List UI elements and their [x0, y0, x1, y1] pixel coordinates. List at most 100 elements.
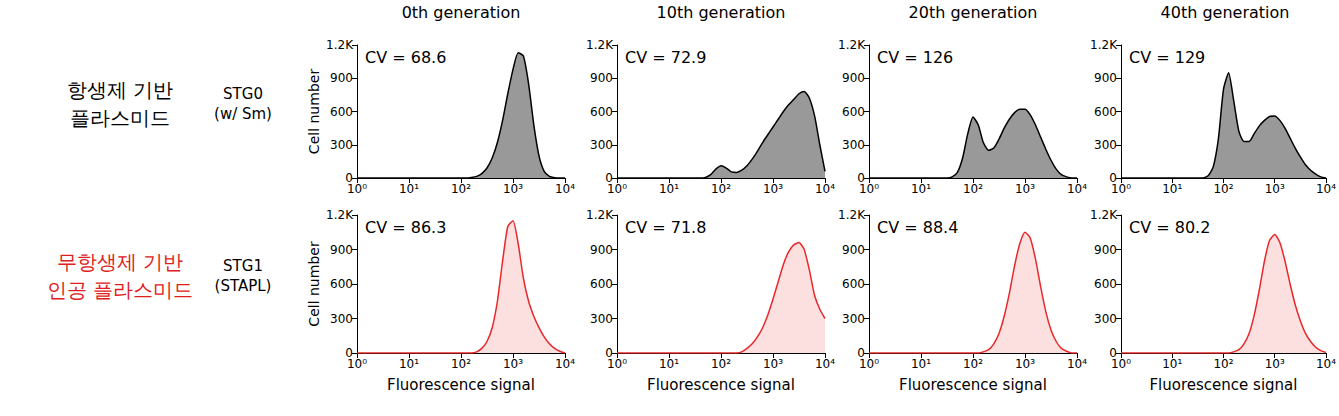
svg-text:900: 900: [330, 71, 353, 85]
svg-text:10¹: 10¹: [911, 357, 931, 371]
svg-text:10⁰: 10⁰: [347, 357, 367, 371]
svg-text:10⁴: 10⁴: [555, 182, 575, 196]
svg-text:10⁴: 10⁴: [815, 182, 835, 196]
svg-text:10⁴: 10⁴: [1316, 182, 1336, 196]
svg-text:0: 0: [605, 171, 613, 185]
svg-text:10⁰: 10⁰: [607, 357, 627, 371]
svg-text:10³: 10³: [1265, 182, 1285, 196]
svg-text:10²: 10²: [711, 182, 731, 196]
svg-text:10⁴: 10⁴: [1067, 182, 1087, 196]
svg-text:900: 900: [842, 243, 865, 257]
svg-text:40th generation: 40th generation: [1161, 3, 1290, 22]
svg-text:CV = 126: CV = 126: [877, 48, 953, 67]
svg-text:0th generation: 0th generation: [402, 3, 521, 22]
svg-text:10th generation: 10th generation: [657, 3, 786, 22]
svg-text:Cell number: Cell number: [306, 69, 322, 155]
svg-text:300: 300: [330, 138, 353, 152]
svg-text:10²: 10²: [451, 357, 471, 371]
svg-text:10³: 10³: [1015, 357, 1035, 371]
svg-text:Fluorescence signal: Fluorescence signal: [387, 376, 535, 394]
svg-text:CV = 71.8: CV = 71.8: [625, 218, 706, 237]
svg-text:10⁰: 10⁰: [1111, 357, 1131, 371]
svg-text:항생제 기반: 항생제 기반: [67, 78, 173, 102]
svg-text:1.2K: 1.2K: [586, 208, 614, 222]
svg-text:300: 300: [330, 312, 353, 326]
svg-text:10²: 10²: [1213, 182, 1233, 196]
svg-text:10¹: 10¹: [1162, 357, 1182, 371]
svg-text:600: 600: [1094, 277, 1117, 291]
svg-text:900: 900: [590, 243, 613, 257]
svg-text:10¹: 10¹: [911, 182, 931, 196]
svg-text:20th generation: 20th generation: [909, 3, 1038, 22]
svg-text:900: 900: [330, 243, 353, 257]
svg-text:10¹: 10¹: [659, 182, 679, 196]
svg-text:무항생제 기반: 무항생제 기반: [57, 250, 183, 274]
svg-text:10¹: 10¹: [1162, 182, 1182, 196]
svg-text:10⁰: 10⁰: [1111, 182, 1131, 196]
svg-text:10⁴: 10⁴: [1316, 357, 1336, 371]
svg-text:900: 900: [590, 71, 613, 85]
svg-text:STG1: STG1: [223, 257, 263, 275]
svg-text:10²: 10²: [963, 182, 983, 196]
svg-text:300: 300: [842, 138, 865, 152]
svg-text:600: 600: [1094, 105, 1117, 119]
svg-text:CV = 72.9: CV = 72.9: [625, 48, 706, 67]
svg-text:1.2K: 1.2K: [1090, 38, 1118, 52]
svg-text:(w/ Sm): (w/ Sm): [214, 105, 272, 123]
svg-text:10³: 10³: [503, 182, 523, 196]
svg-text:Fluorescence signal: Fluorescence signal: [1149, 376, 1297, 394]
svg-text:10³: 10³: [763, 357, 783, 371]
svg-text:10⁴: 10⁴: [555, 357, 575, 371]
svg-text:600: 600: [330, 277, 353, 291]
svg-text:300: 300: [842, 312, 865, 326]
svg-text:300: 300: [590, 138, 613, 152]
svg-text:인공 플라스미드: 인공 플라스미드: [47, 278, 193, 302]
svg-text:10⁰: 10⁰: [347, 182, 367, 196]
svg-text:1.2K: 1.2K: [838, 38, 866, 52]
svg-text:10³: 10³: [503, 357, 523, 371]
svg-text:10¹: 10¹: [399, 182, 419, 196]
svg-text:CV = 88.4: CV = 88.4: [877, 218, 958, 237]
svg-text:CV = 129: CV = 129: [1129, 48, 1205, 67]
svg-text:10⁴: 10⁴: [1067, 357, 1087, 371]
svg-text:Cell number: Cell number: [306, 241, 322, 327]
svg-text:1.2K: 1.2K: [1090, 208, 1118, 222]
svg-text:600: 600: [842, 105, 865, 119]
svg-text:300: 300: [590, 312, 613, 326]
svg-text:CV = 68.6: CV = 68.6: [365, 48, 446, 67]
svg-text:STG0: STG0: [223, 85, 263, 103]
svg-text:10¹: 10¹: [659, 357, 679, 371]
svg-text:10⁰: 10⁰: [859, 357, 879, 371]
svg-text:CV = 80.2: CV = 80.2: [1129, 218, 1210, 237]
svg-text:600: 600: [590, 277, 613, 291]
svg-text:플라스미드: 플라스미드: [70, 106, 170, 130]
svg-text:10²: 10²: [711, 357, 731, 371]
svg-text:Fluorescence signal: Fluorescence signal: [647, 376, 795, 394]
svg-text:10³: 10³: [1015, 182, 1035, 196]
svg-text:0: 0: [345, 171, 353, 185]
svg-text:10⁴: 10⁴: [815, 357, 835, 371]
svg-text:10²: 10²: [451, 182, 471, 196]
svg-text:10⁰: 10⁰: [607, 182, 627, 196]
svg-text:600: 600: [842, 277, 865, 291]
svg-text:CV = 86.3: CV = 86.3: [365, 218, 446, 237]
svg-text:1.2K: 1.2K: [586, 38, 614, 52]
svg-text:(STAPL): (STAPL): [215, 277, 272, 295]
svg-text:300: 300: [1094, 312, 1117, 326]
svg-text:600: 600: [590, 105, 613, 119]
svg-text:900: 900: [1094, 243, 1117, 257]
svg-text:10²: 10²: [963, 357, 983, 371]
svg-text:Fluorescence signal: Fluorescence signal: [899, 376, 1047, 394]
svg-text:300: 300: [1094, 138, 1117, 152]
svg-text:1.2K: 1.2K: [326, 38, 354, 52]
svg-text:10²: 10²: [1213, 357, 1233, 371]
svg-text:900: 900: [842, 71, 865, 85]
svg-text:900: 900: [1094, 71, 1117, 85]
svg-text:1.2K: 1.2K: [838, 208, 866, 222]
svg-text:1.2K: 1.2K: [326, 208, 354, 222]
svg-text:10³: 10³: [1265, 357, 1285, 371]
svg-text:10¹: 10¹: [399, 357, 419, 371]
svg-text:10⁰: 10⁰: [859, 182, 879, 196]
svg-text:600: 600: [330, 105, 353, 119]
svg-text:10³: 10³: [763, 182, 783, 196]
